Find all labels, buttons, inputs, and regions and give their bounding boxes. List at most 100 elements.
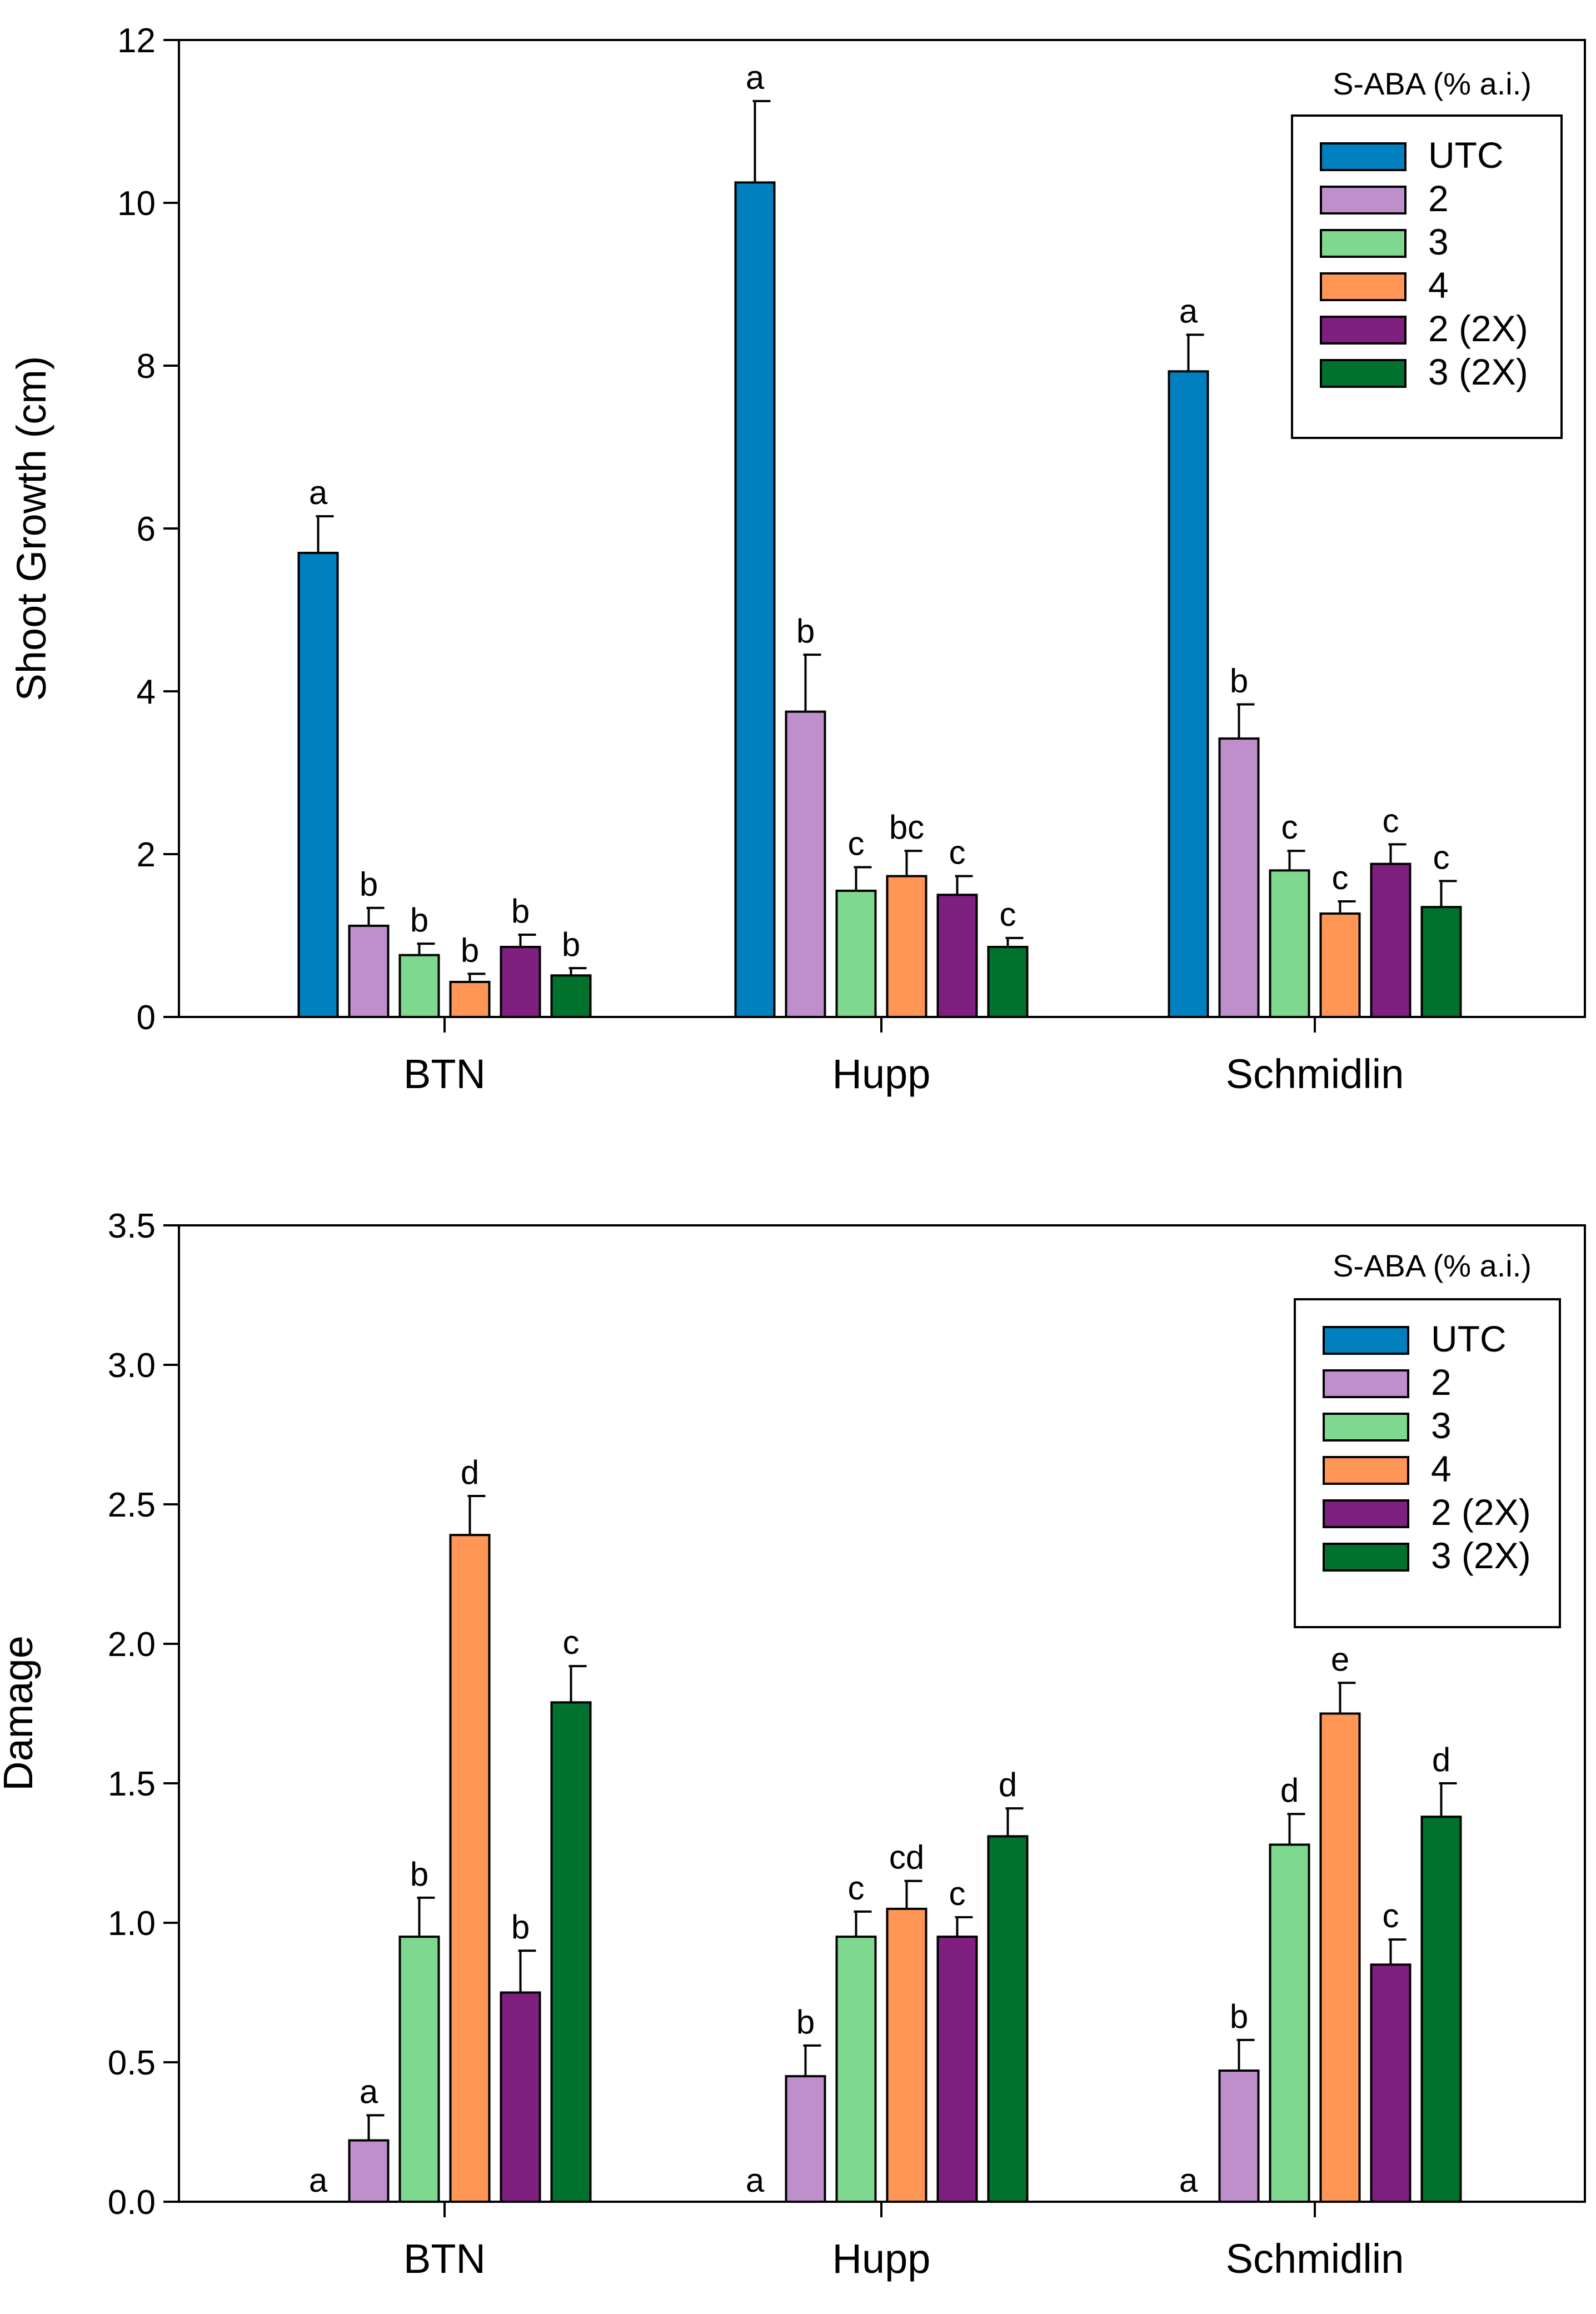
bar bbox=[398, 954, 440, 1019]
y-tick-label: 8 bbox=[137, 347, 156, 386]
y-tick-label: 4 bbox=[137, 673, 156, 711]
significance-label: b bbox=[461, 931, 479, 969]
legend-label: 4 bbox=[1431, 1448, 1452, 1489]
significance-label: b bbox=[796, 612, 815, 650]
legend-swatch bbox=[1320, 186, 1407, 215]
category-label: BTN bbox=[403, 1051, 486, 1097]
legend-swatch bbox=[1323, 1369, 1409, 1398]
bar bbox=[987, 1835, 1029, 2203]
legend-label: UTC bbox=[1431, 1318, 1507, 1359]
significance-label: c bbox=[1383, 1897, 1399, 1934]
significance-label: b bbox=[410, 901, 428, 939]
legend-swatch bbox=[1320, 316, 1407, 345]
y-tick-label: 1.0 bbox=[108, 1904, 156, 1943]
y-tick-label: 0.0 bbox=[108, 2183, 156, 2222]
bar bbox=[1420, 906, 1462, 1018]
significance-label: a bbox=[309, 474, 328, 511]
legend-label: 2 (2X) bbox=[1428, 308, 1528, 349]
y-tick-label: 2 bbox=[137, 836, 156, 874]
significance-label: c bbox=[949, 834, 966, 871]
bar bbox=[449, 1534, 491, 2203]
significance-label: b bbox=[796, 2003, 815, 2041]
significance-label: b bbox=[360, 866, 378, 903]
significance-label: b bbox=[1230, 1998, 1248, 2035]
bar bbox=[550, 1701, 592, 2203]
significance-label: d bbox=[461, 1454, 479, 1491]
significance-label: d bbox=[1280, 1772, 1299, 1809]
bar bbox=[886, 875, 927, 1019]
bar bbox=[886, 1907, 927, 2203]
y-tick-label: 2.5 bbox=[108, 1486, 156, 1524]
significance-label: c bbox=[1383, 802, 1399, 839]
category-label: BTN bbox=[403, 2236, 486, 2282]
bar bbox=[1218, 737, 1260, 1018]
significance-label: c bbox=[949, 1875, 966, 1912]
significance-label: c bbox=[563, 1624, 580, 1661]
y-tick-label: 0.5 bbox=[108, 2044, 156, 2082]
bar bbox=[1420, 1816, 1462, 2203]
bar bbox=[1319, 912, 1361, 1018]
bar bbox=[297, 551, 339, 1018]
significance-label: b bbox=[410, 1856, 428, 1893]
significance-label: c bbox=[1332, 859, 1349, 896]
legend-swatch bbox=[1323, 1456, 1409, 1485]
bar bbox=[348, 924, 390, 1019]
bar bbox=[734, 181, 776, 1018]
legend-label: 3 bbox=[1428, 221, 1449, 262]
legend-label: 2 (2X) bbox=[1431, 1492, 1531, 1533]
legend-swatch bbox=[1320, 359, 1407, 388]
bar bbox=[1370, 862, 1412, 1018]
y-tick-label: 3.5 bbox=[108, 1207, 156, 1245]
y-tick-label: 2.0 bbox=[108, 1625, 156, 1664]
bar bbox=[449, 981, 491, 1019]
shoot-growth-chart: 0 2 4 6 8 10 12 Shoot Growth (cm) BTN Hupp Schmidl… bbox=[8, 22, 1586, 1097]
legend-label: 2 bbox=[1431, 1362, 1452, 1403]
bar bbox=[785, 2075, 826, 2203]
bar bbox=[936, 894, 978, 1018]
legend-swatch bbox=[1323, 1499, 1409, 1528]
legend-label: 3 bbox=[1431, 1405, 1452, 1446]
legend-label: 2 bbox=[1428, 178, 1449, 219]
legend-swatch bbox=[1323, 1326, 1409, 1355]
bar bbox=[348, 2139, 390, 2203]
significance-label: c bbox=[1433, 839, 1450, 876]
y-tick-label: 0 bbox=[137, 999, 156, 1037]
legend-swatch bbox=[1320, 272, 1407, 301]
y-tick-label: 6 bbox=[137, 510, 156, 548]
significance-label: d bbox=[1432, 1741, 1450, 1778]
legend-label: 3 (2X) bbox=[1431, 1535, 1531, 1576]
bar bbox=[500, 946, 541, 1019]
y-tick-label: 12 bbox=[117, 22, 156, 60]
bar bbox=[936, 1936, 978, 2203]
category-label: Schmidlin bbox=[1226, 2236, 1404, 2282]
bar bbox=[500, 1991, 541, 2203]
significance-label: cd bbox=[889, 1839, 924, 1876]
significance-label: a bbox=[746, 2162, 765, 2199]
significance-label: b bbox=[511, 1908, 530, 1946]
significance-label: b bbox=[562, 926, 580, 963]
legend-swatch bbox=[1323, 1413, 1409, 1442]
legend-label: 4 bbox=[1428, 265, 1449, 306]
significance-label: a bbox=[1179, 292, 1198, 330]
damage-chart: 0.0 0.5 1.0 1.5 2.0 2.5 3.0 3.5 Damage BTN Hupp Sch… bbox=[0, 1207, 1586, 2282]
bar bbox=[1319, 1712, 1361, 2203]
legend-swatch bbox=[1320, 229, 1407, 258]
significance-label: c bbox=[848, 1869, 865, 1907]
legend-label: 3 (2X) bbox=[1428, 351, 1528, 392]
bar bbox=[835, 1936, 877, 2203]
legend-swatch bbox=[1320, 142, 1407, 171]
category-label: Schmidlin bbox=[1226, 1051, 1404, 1097]
y-axis-title: Damage bbox=[0, 1635, 41, 1791]
significance-label: b bbox=[1230, 662, 1248, 699]
significance-label: a bbox=[1179, 2162, 1198, 2199]
bar bbox=[1269, 869, 1310, 1019]
y-tick-label: 3.0 bbox=[108, 1346, 156, 1385]
bar bbox=[1218, 2069, 1260, 2203]
legend-title: S-ABA (% a.i.) bbox=[1333, 66, 1532, 101]
category-label: Hupp bbox=[832, 1051, 931, 1097]
bar bbox=[550, 974, 592, 1019]
significance-label: d bbox=[999, 1766, 1017, 1803]
legend-label: UTC bbox=[1428, 134, 1504, 176]
category-label: Hupp bbox=[832, 2236, 931, 2282]
